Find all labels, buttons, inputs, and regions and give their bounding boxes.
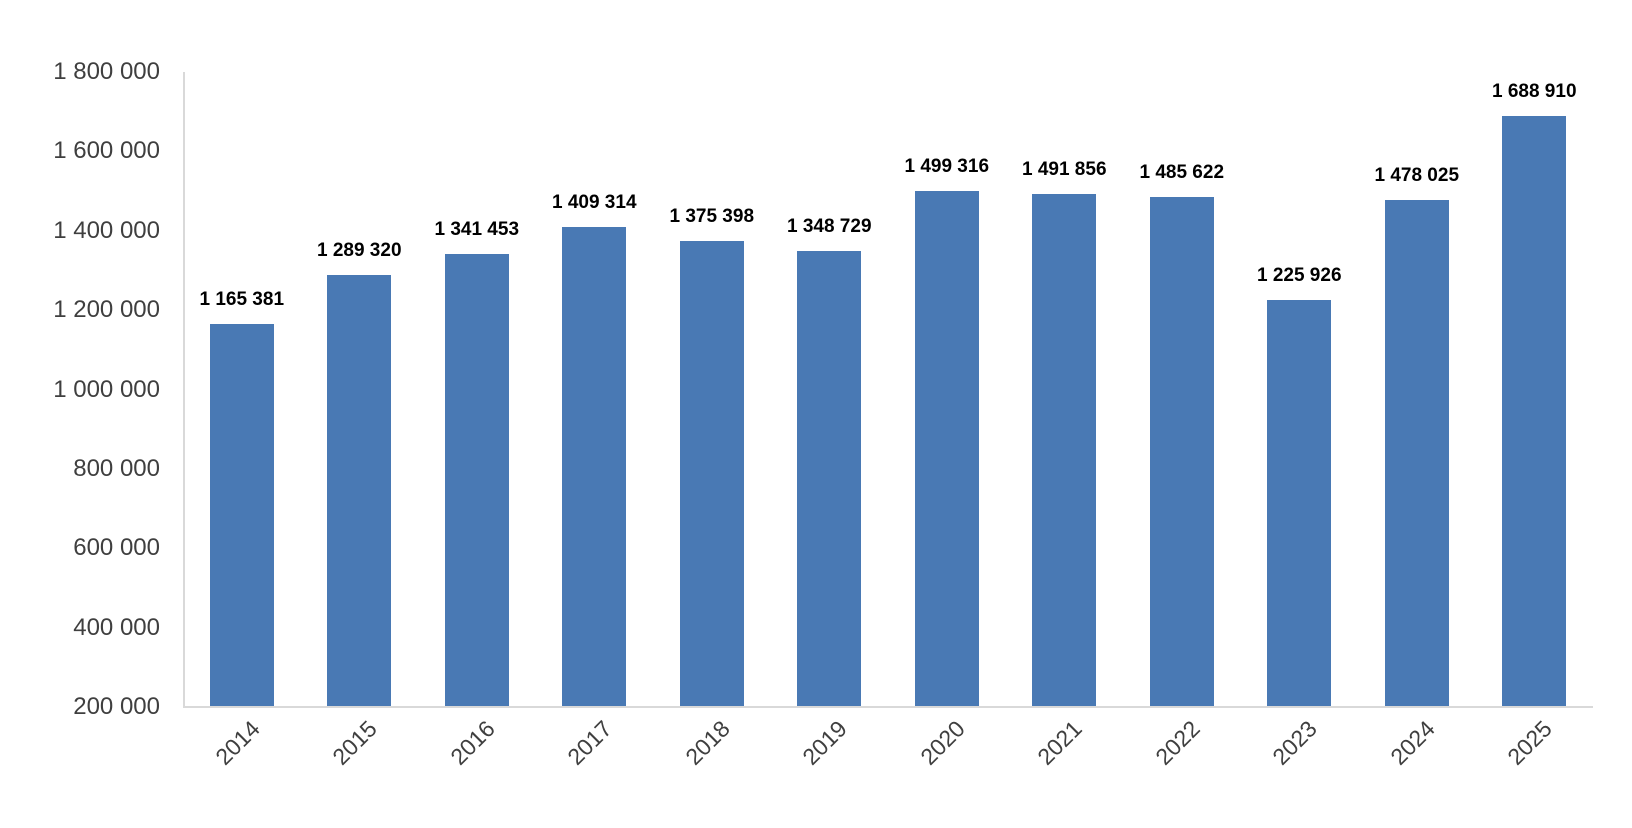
y-axis-tick-label: 1 200 000 xyxy=(53,296,160,324)
bar-2015 xyxy=(327,274,392,706)
data-label: 1 485 622 xyxy=(1139,161,1225,183)
data-label: 1 409 314 xyxy=(551,192,637,214)
y-axis-tick-label: 1 400 000 xyxy=(53,216,160,244)
x-axis-tick-label: 2017 xyxy=(562,715,617,770)
bar-2022 xyxy=(1149,196,1214,706)
x-axis-tick-label: 2018 xyxy=(679,715,735,770)
y-axis-tick-label: 400 000 xyxy=(73,613,160,641)
y-axis-tick-label: 1 600 000 xyxy=(53,137,160,165)
data-label: 1 375 398 xyxy=(669,205,755,227)
data-label: 1 341 453 xyxy=(434,218,520,240)
data-label: 1 499 316 xyxy=(904,156,990,178)
x-axis-tick-label: 2020 xyxy=(914,715,970,770)
x-axis-tick-label: 2024 xyxy=(1384,715,1440,770)
x-axis-tick-label: 2016 xyxy=(444,715,500,770)
bar-2025 xyxy=(1502,116,1567,706)
bar-2014 xyxy=(209,323,274,706)
data-label: 1 688 910 xyxy=(1491,81,1577,103)
x-axis-line xyxy=(183,706,1593,708)
x-axis-tick-label: 2015 xyxy=(327,715,382,770)
x-axis-tick-label: 2019 xyxy=(797,715,852,770)
y-axis-tick-label: 1 000 000 xyxy=(53,375,160,403)
x-axis-tick-label: 2023 xyxy=(1267,715,1322,770)
data-label: 1 289 320 xyxy=(316,239,402,261)
bar-2019 xyxy=(797,251,862,706)
bar-2020 xyxy=(914,191,979,706)
x-axis-tick-label: 2022 xyxy=(1149,715,1205,770)
y-axis-tick-label: 800 000 xyxy=(73,454,160,482)
data-label: 1 348 729 xyxy=(786,216,872,238)
y-axis-line xyxy=(183,72,185,708)
data-label: 1 478 025 xyxy=(1374,164,1460,186)
y-axis-tick-label: 200 000 xyxy=(73,693,160,720)
data-label: 1 491 856 xyxy=(1021,159,1107,181)
bar-2017 xyxy=(562,227,627,706)
bar-2016 xyxy=(444,253,509,706)
bar-2023 xyxy=(1267,299,1332,706)
bar-2018 xyxy=(679,240,744,706)
x-axis-tick-label: 2025 xyxy=(1502,715,1557,770)
data-label: 1 165 381 xyxy=(199,288,285,310)
y-axis-tick-label: 1 800 000 xyxy=(53,58,160,85)
x-axis-tick-label: 2021 xyxy=(1032,715,1087,770)
data-label: 1 225 926 xyxy=(1256,264,1342,286)
bar-2024 xyxy=(1384,199,1449,706)
x-axis-tick-label: 2014 xyxy=(209,715,265,770)
bar-2021 xyxy=(1032,194,1097,706)
y-axis-tick-label: 600 000 xyxy=(73,534,160,562)
